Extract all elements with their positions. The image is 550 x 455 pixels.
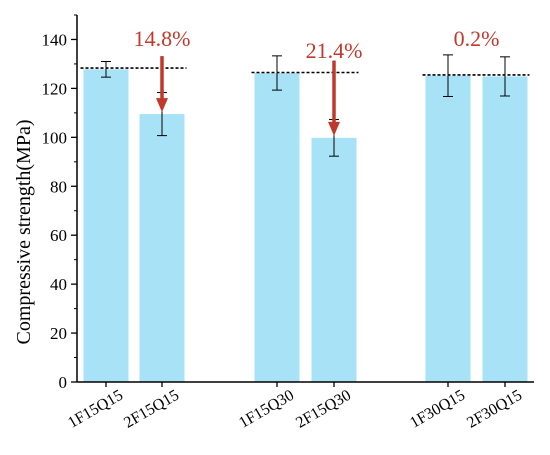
y-tick-label-80: 80 (50, 177, 67, 196)
bar-1f30q15 (425, 75, 471, 382)
bars-layer (83, 69, 528, 383)
reference-lines-layer (80, 67, 530, 76)
error-bar-2f30q15 (500, 56, 510, 97)
bar-2f15q30 (311, 137, 357, 382)
y-tick-label-20: 20 (50, 324, 67, 343)
axes-layer (76, 15, 534, 383)
x-label-1f15q15: 1F15Q15 (65, 387, 126, 432)
drop-label-group-3: 0.2% (454, 26, 500, 51)
error-bar-1f15q30 (272, 55, 282, 91)
bar-2f30q15 (482, 76, 528, 383)
y-tick-label-0: 0 (59, 373, 68, 392)
bar-1f15q30 (254, 72, 300, 383)
y-ticks-layer: 0 20 40 60 80 100 120 140 (42, 14, 77, 392)
drop-label-group-1: 14.8% (134, 26, 191, 51)
arrows-layer (156, 56, 340, 136)
x-label-2f30q15: 2F30Q15 (464, 387, 525, 432)
drop-arrow-group-1 (156, 56, 168, 113)
bar-1f15q15 (83, 69, 129, 382)
y-axis-label: Compressive strength(MPa) (13, 120, 35, 345)
y-tick-label-140: 140 (42, 30, 68, 49)
y-tick-label-40: 40 (50, 275, 67, 294)
x-label-2f15q15: 2F15Q15 (121, 387, 182, 432)
y-tick-label-100: 100 (42, 128, 68, 147)
x-label-2f15q30: 2F15Q30 (293, 387, 354, 432)
error-bar-1f15q15 (101, 60, 111, 78)
y-tick-label-120: 120 (42, 79, 68, 98)
x-label-1f30q15: 1F30Q15 (407, 387, 468, 432)
y-tick-label-60: 60 (50, 226, 67, 245)
drop-label-group-2: 21.4% (306, 38, 363, 63)
drop-arrow-group-2 (328, 60, 340, 136)
error-bar-1f30q15 (443, 54, 453, 97)
annotations-layer: 14.8% 21.4% 0.2% (134, 26, 500, 63)
x-label-1f15q30: 1F15Q30 (236, 387, 297, 432)
bar-2f15q15 (139, 114, 185, 382)
